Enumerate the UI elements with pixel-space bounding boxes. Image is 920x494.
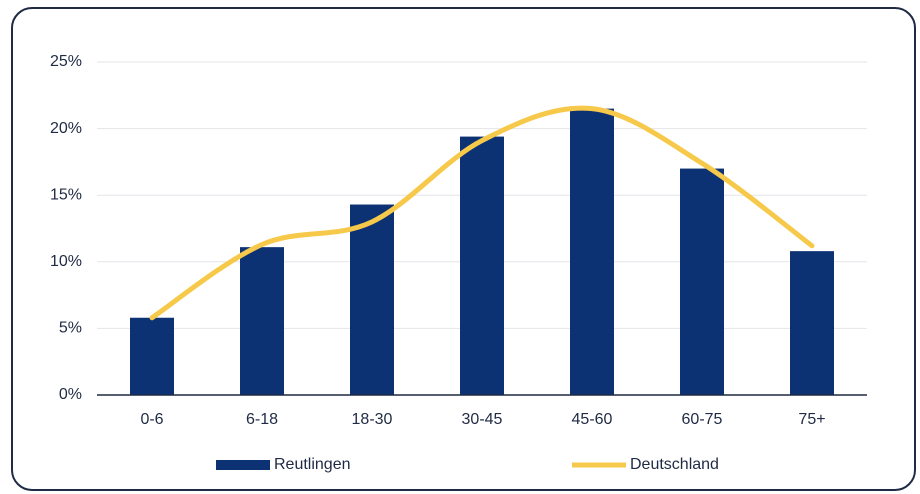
x-tick-label: 30-45 xyxy=(462,411,503,428)
y-tick-label: 0% xyxy=(59,386,82,403)
legend-swatch xyxy=(216,460,270,470)
line xyxy=(149,105,815,321)
x-tick-label: 0-6 xyxy=(140,411,163,428)
legend-label: Reutlingen xyxy=(274,456,351,473)
y-tick-label: 10% xyxy=(50,253,82,270)
x-tick-label: 45-60 xyxy=(572,411,613,428)
bar xyxy=(130,317,174,395)
bar xyxy=(570,108,614,396)
bar xyxy=(350,204,394,395)
y-tick-label: 20% xyxy=(50,120,82,137)
x-tick-label: 60-75 xyxy=(682,411,723,428)
bar xyxy=(460,136,504,396)
y-tick-label: 5% xyxy=(59,320,82,337)
x-tick-label: 18-30 xyxy=(352,411,393,428)
x-tick-label: 75+ xyxy=(798,411,825,428)
x-tick-label: 6-18 xyxy=(246,411,278,428)
y-tick-label: 15% xyxy=(50,186,82,203)
bar xyxy=(240,247,284,395)
bar xyxy=(790,251,834,395)
bar xyxy=(680,168,724,395)
legend-label: Deutschland xyxy=(630,456,719,473)
y-tick-label: 25% xyxy=(50,53,82,70)
